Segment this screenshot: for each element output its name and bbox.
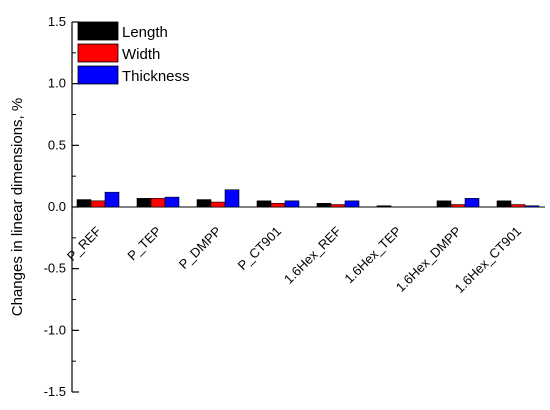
bar-length [376,205,392,208]
legend-swatch-thickness [77,65,119,85]
bar-length [196,199,212,208]
category-label: P_CT901 [235,224,284,273]
category-label: 1.6Hex_REF [281,223,344,286]
bars [76,189,540,208]
bar-thickness [224,189,240,208]
bar-length [136,198,152,208]
bar-length [436,200,452,208]
bar-length [76,199,92,208]
legend-label-width: Width [122,46,160,63]
category-labels: P_REF P_TEP P_DMPP P_CT9011.6Hex_REF1.6Hex_… [64,223,524,295]
y-tick-label: 1.5 [48,14,66,29]
y-tick-label: -1.0 [44,322,66,337]
legend-swatch-length [77,21,119,41]
legend: Length Width Thickness [77,21,190,85]
bar-thickness [464,198,480,208]
category-label: 1.6Hex_TEP [341,224,404,287]
y-tick-label: -1.5 [44,384,66,399]
legend-swatch-width [77,43,119,63]
bar-thickness [284,200,300,208]
bar-thickness [164,196,180,208]
bar-width [210,201,226,208]
y-tick-label: 0.0 [48,199,66,214]
category-label: P_TEP [124,224,164,264]
category-label: P_REF [64,223,104,263]
y-tick-label: 1.0 [48,76,66,91]
legend-label-length: Length [122,24,168,41]
bar-width [510,204,526,208]
bar-length [316,203,332,208]
y-axis-title: Changes in linear dimensions, % [9,98,26,316]
y-tick-label: 0.5 [48,137,66,152]
legend-label-thickness: Thickness [122,68,190,85]
bar-thickness [524,205,540,208]
bar-length [496,200,512,208]
y-tick-label: -0.5 [44,261,66,276]
bar-width [450,204,466,208]
bar-thickness [344,200,360,208]
bar-width [270,203,286,208]
bar-width [330,204,346,208]
bar-width [90,200,106,208]
bar-thickness [104,191,120,208]
bar-length [256,200,272,208]
bar-width [150,198,166,208]
category-label: P_DMPP [176,224,224,272]
